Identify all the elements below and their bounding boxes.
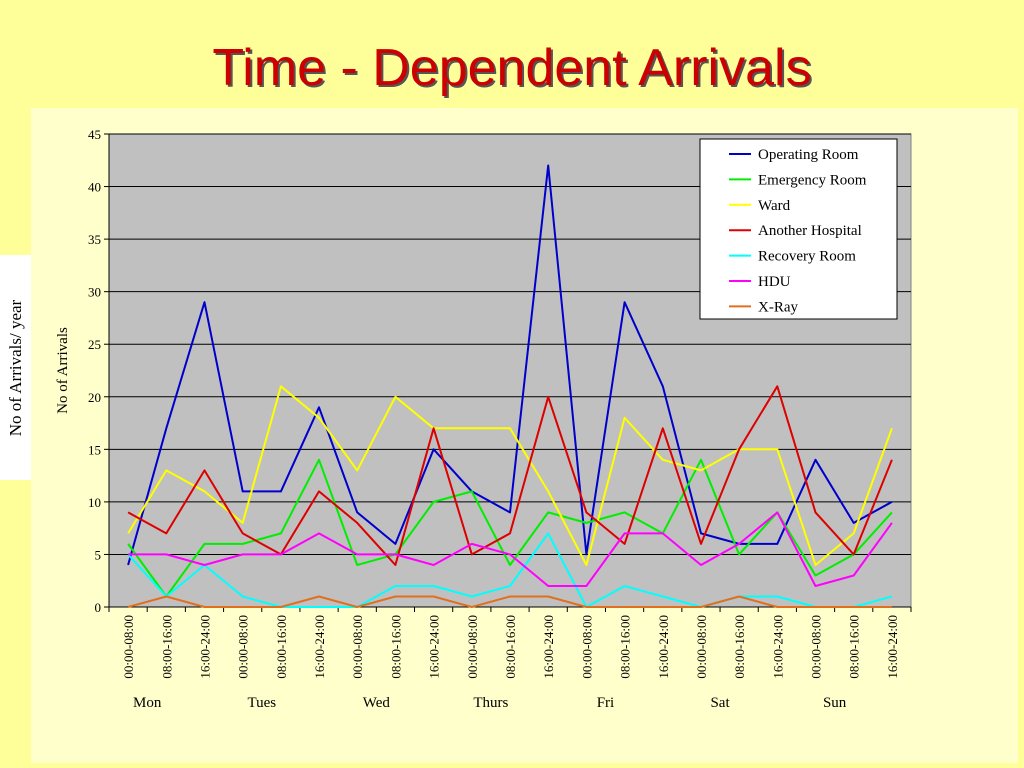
y-axis-label: No of Arrivals: [55, 327, 71, 414]
y-tick-label: 5: [95, 547, 102, 562]
outer-y-axis-label-box: No of Arrivals/ year: [0, 255, 32, 480]
legend-entry: Emergency Room: [758, 172, 867, 188]
series-line: [127, 385, 893, 566]
y-tick-label: 25: [88, 337, 101, 352]
x-tick-label: 00:00-08:00: [121, 615, 136, 679]
x-tick-label: 08:00-16:00: [503, 615, 518, 679]
y-tick-label: 10: [88, 495, 101, 510]
x-group-label: Thurs: [473, 695, 508, 711]
x-group-label: Sun: [823, 695, 847, 711]
x-tick-label: 16:00-24:00: [197, 615, 212, 679]
x-tick-label: 16:00-24:00: [656, 615, 671, 679]
x-group-label: Sat: [710, 695, 730, 711]
y-tick-label: 35: [88, 232, 101, 247]
x-tick-label: 08:00-16:00: [618, 615, 633, 679]
x-tick-label: 16:00-24:00: [770, 615, 785, 679]
x-tick-label: 08:00-16:00: [159, 615, 174, 679]
legend-box: [699, 138, 898, 320]
series-line: [127, 532, 893, 608]
x-tick-label: 16:00-24:00: [312, 615, 327, 679]
x-tick-label: 00:00-08:00: [465, 615, 480, 679]
x-tick-label: 00:00-08:00: [809, 615, 824, 679]
legend-entry: HDU: [758, 274, 791, 290]
x-tick-label: 00:00-08:00: [579, 615, 594, 679]
legend-entry: X-Ray: [758, 299, 798, 315]
x-tick-label: 08:00-16:00: [388, 615, 403, 679]
x-tick-label: 16:00-24:00: [885, 615, 900, 679]
x-group-label: Wed: [363, 695, 391, 711]
series-line: [127, 595, 892, 608]
x-tick-label: 16:00-24:00: [427, 615, 442, 679]
legend-entry: Recovery Room: [758, 249, 856, 265]
legend-entry: Another Hospital: [758, 223, 862, 239]
y-tick-label: 45: [88, 127, 101, 142]
x-group-label: Tues: [247, 695, 276, 711]
x-tick-label: 00:00-08:00: [236, 615, 251, 679]
x-tick-label: 08:00-16:00: [274, 615, 289, 679]
legend-entry: Ward: [758, 198, 791, 214]
x-tick-label: 16:00-24:00: [541, 615, 556, 679]
x-group-label: Fri: [597, 695, 615, 711]
y-tick-label: 30: [88, 285, 101, 300]
x-tick-label: 00:00-08:00: [350, 615, 365, 679]
y-tick-label: 40: [88, 180, 101, 195]
x-tick-label: 08:00-16:00: [732, 615, 747, 679]
slide-title: Time - Dependent Arrivals: [212, 39, 812, 97]
y-tick-label: 0: [95, 600, 102, 615]
x-group-label: Mon: [133, 695, 162, 711]
y-tick-label: 20: [88, 390, 101, 405]
y-tick-label: 15: [88, 442, 101, 457]
series-line: [127, 385, 893, 566]
legend-entry: Operating Room: [758, 147, 859, 163]
x-tick-label: 00:00-08:00: [694, 615, 709, 679]
series-line: [127, 164, 893, 566]
chart-panel: 0 5 10 15 20 25 30 35 40 45 No of Arrivals 00:00-08…: [31, 108, 1018, 763]
line-chart: 0 5 10 15 20 25 30 35 40 45 No of Arrivals 00:00-08…: [55, 127, 912, 711]
x-tick-label: 08:00-16:00: [847, 615, 862, 679]
outer-y-axis-label: No of Arrivals/ year: [6, 299, 25, 436]
series-line: [128, 511, 893, 587]
